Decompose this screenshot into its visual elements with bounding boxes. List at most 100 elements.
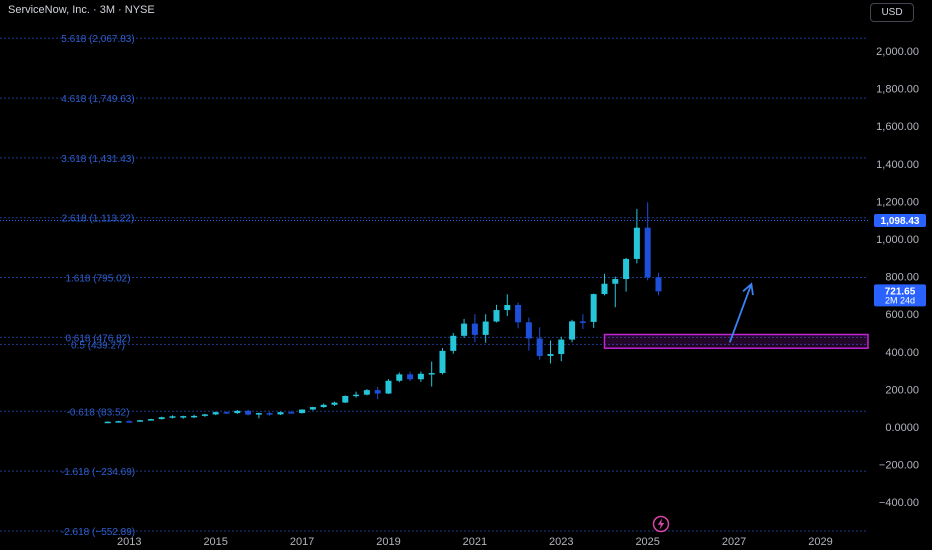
candle [579,314,586,330]
candle [515,302,522,329]
candle [115,420,122,423]
x-tick-label: 2017 [290,536,314,548]
candle-body [320,404,327,408]
candle-body [385,380,392,394]
arrow-shaft[interactable] [728,283,753,343]
time-axis[interactable]: 2013 2015 2017 2019 2021 2023 2025 2027 2029 [117,536,833,548]
candle [461,318,468,338]
candle [223,411,230,414]
candle-body [234,410,241,414]
candle-body [547,354,554,356]
candle-body [633,227,640,259]
candle-body [525,322,532,339]
candle [601,273,608,296]
y-tick-label: 200.00 [885,384,919,396]
y-tick-label: 2,000.00 [876,46,919,58]
candle-body [169,416,176,418]
candle-body [353,394,360,397]
candle-body [482,321,489,335]
fib-level-label: 3.618 (1,431.43) [61,154,134,165]
candle [396,372,403,383]
price-tag-box [874,284,926,307]
candle [482,314,489,343]
x-tick-label: 2025 [635,536,659,548]
candle-body [590,294,597,322]
fibonacci-levels: 5.618 (2,067.83) 4.618 (1,749.63) 3.618 (1… [0,34,868,538]
candle-body [126,421,133,423]
candle [633,208,640,264]
candle [590,293,597,328]
candle-body [115,421,122,423]
candle-body [342,395,349,403]
candle-body [309,407,316,410]
candles [104,202,662,424]
candle-body [363,390,370,395]
fib-level-label: -0.618 (83.52) [67,407,130,418]
candle-body [493,310,500,322]
candle [147,418,154,421]
candle [536,327,543,360]
fib-level-label: 5.618 (2,067.83) [61,34,134,45]
candle-body [623,258,630,280]
candle [407,371,414,382]
arrow-head[interactable] [742,282,754,296]
chart-title: ServiceNow, Inc. · 3M · NYSE [8,4,155,16]
candle-body [644,227,651,278]
candle-body [471,323,478,335]
x-tick-label: 2021 [463,536,487,548]
candle-body [158,417,165,420]
candle [245,409,252,416]
candle [266,411,273,416]
price-axis[interactable]: 2,000.00 1,800.00 1,600.00 1,400.00 1,200.00… [876,46,919,509]
candle [385,379,392,394]
fib-level-label: 4.618 (1,749.63) [61,94,134,105]
lightning-bolt-icon[interactable] [652,515,670,533]
candle-body [266,413,273,415]
candle [558,336,565,362]
fib-level-label: -1.618 (−234.69) [61,467,135,478]
candle-body [504,304,511,311]
candle-body [439,350,446,374]
candle [201,413,208,417]
candle-body [417,373,424,380]
candle-body [655,277,662,292]
candle-body [407,374,414,380]
candle-body [255,413,262,415]
candle-body [137,420,144,422]
fib-level-label: 2.618 (1,113.22) [62,214,135,225]
y-tick-label: −200.00 [879,460,919,472]
support-zone[interactable] [603,333,869,349]
candle-body [288,412,295,414]
currency-button[interactable]: USD [870,3,914,22]
support-zone-rect[interactable] [603,333,869,349]
candle [212,411,219,416]
candle-body [223,412,230,414]
candle [104,421,111,424]
candle [655,272,662,296]
candle [320,403,327,408]
price-tag-countdown: 2M 24d [885,295,915,305]
y-tick-label: 1,200.00 [876,196,919,208]
y-tick-label: 800.00 [885,272,919,284]
candle [428,361,435,387]
candle [299,409,306,414]
candle [126,420,133,423]
fib-level-label: 0.5 (439.27) [71,340,125,351]
candle [169,415,176,419]
candle-body [104,421,111,424]
candle-body [450,335,457,351]
price-tag-value: 1,098.43 [881,216,920,227]
x-tick-label: 2023 [549,536,573,548]
candle [450,333,457,354]
candle-body [515,304,522,323]
x-tick-label: 2019 [376,536,400,548]
y-tick-label: 1,000.00 [876,234,919,246]
projection-arrow[interactable] [728,282,754,343]
candle-body [601,283,608,295]
y-tick-label: 1,800.00 [876,84,919,96]
candle-body [579,321,586,323]
candle [309,406,316,411]
candle-body [191,415,198,418]
